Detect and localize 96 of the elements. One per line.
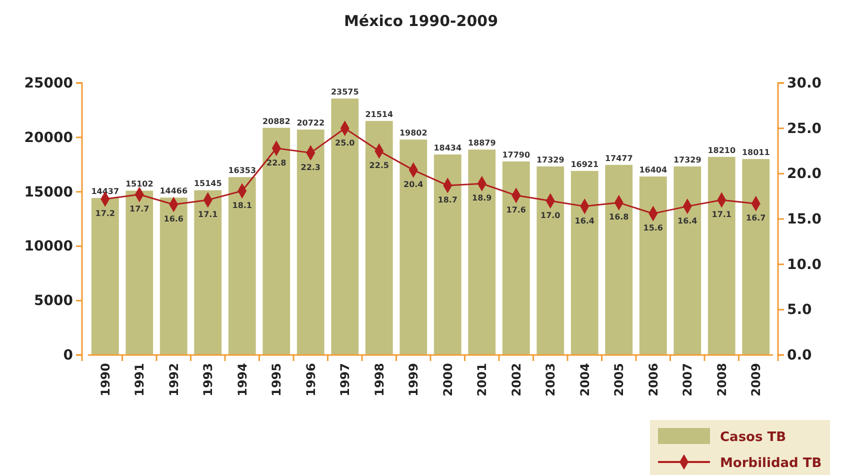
- x-tick-label: 1990: [98, 363, 112, 396]
- y2-tick-label: 0.0: [787, 347, 812, 364]
- data-label: 20722: [296, 118, 325, 128]
- y-tick-label: 20000: [24, 130, 74, 146]
- x-tick-label: 1991: [132, 363, 147, 396]
- data-label: 23575: [330, 88, 360, 97]
- legend-label: Casos TB: [720, 430, 786, 445]
- bar: [91, 198, 119, 355]
- x-tick-label: 2007: [680, 363, 695, 396]
- y2-tick-label: 5.0: [787, 302, 812, 318]
- data-label: 16.6: [164, 214, 184, 224]
- data-label: 17477: [604, 154, 633, 163]
- data-label: 16404: [639, 166, 668, 175]
- data-label: 16.7: [746, 214, 766, 223]
- x-tick-label: 2000: [440, 363, 455, 396]
- x-tick-label: 2008: [714, 363, 729, 396]
- data-label: 20.4: [404, 180, 424, 190]
- x-tick-label: 2001: [475, 363, 490, 396]
- data-label: 17.2: [95, 209, 115, 218]
- y-tick-label: 10000: [24, 238, 74, 255]
- data-label: 16353: [228, 166, 256, 176]
- x-tick-label: 2004: [578, 363, 592, 396]
- data-label: 17329: [536, 155, 565, 164]
- bar: [605, 164, 633, 355]
- y2-tick-label: 25.0: [787, 120, 822, 137]
- legend-label: Morbilidad TB: [720, 456, 822, 471]
- data-label: 18011: [742, 148, 770, 158]
- data-label: 17.1: [198, 210, 218, 219]
- bar: [536, 166, 564, 355]
- bar: [639, 176, 667, 355]
- data-label: 17.6: [506, 205, 526, 214]
- bar: [262, 128, 290, 355]
- y-tick-label: 5000: [34, 293, 74, 310]
- bar: [194, 190, 222, 355]
- x-tick-label: 2009: [749, 363, 764, 396]
- data-label: 17790: [502, 150, 530, 160]
- data-label: 16.4: [574, 216, 595, 226]
- chart-title: México 1990-2009: [344, 12, 498, 30]
- data-label: 15102: [125, 180, 154, 189]
- data-label: 15.6: [643, 224, 664, 233]
- x-tick-label: 1996: [304, 363, 318, 396]
- data-label: 18210: [708, 146, 736, 155]
- bar: [708, 156, 736, 355]
- data-label: 15145: [194, 179, 222, 188]
- data-label: 17.1: [712, 210, 732, 219]
- data-label: 17.0: [540, 210, 561, 220]
- bar: [160, 198, 188, 355]
- bar: [365, 120, 393, 355]
- x-tick-label: 1998: [372, 363, 386, 396]
- bar: [502, 161, 530, 355]
- y2-tick-label: 30.0: [787, 75, 822, 92]
- data-label: 18.1: [232, 200, 252, 210]
- data-label: 21514: [365, 110, 394, 119]
- x-tick-label: 1995: [270, 363, 284, 396]
- data-label: 20882: [262, 116, 290, 126]
- data-label: 17.7: [130, 204, 150, 214]
- bar: [468, 150, 496, 355]
- bar: [400, 140, 428, 355]
- bar: [228, 177, 256, 355]
- data-label: 14466: [160, 186, 188, 196]
- data-label: 18.7: [438, 195, 458, 204]
- x-tick-label: 1997: [338, 363, 352, 396]
- bar: [434, 154, 462, 355]
- data-label: 17329: [673, 155, 702, 164]
- y-tick-label: 0: [63, 347, 74, 364]
- data-label: 19802: [399, 128, 428, 138]
- x-tick-label: 1994: [235, 363, 250, 396]
- y-tick-label: 15000: [24, 184, 74, 200]
- y2-tick-label: 20.0: [787, 166, 822, 182]
- data-label: 16.4: [678, 216, 698, 226]
- data-label: 22.3: [300, 162, 320, 172]
- y2-tick-label: 10.0: [787, 256, 822, 273]
- bar: [296, 130, 324, 355]
- x-tick-label: 2002: [509, 363, 524, 396]
- bar: [742, 159, 770, 355]
- data-label: 16921: [570, 160, 599, 169]
- data-label: 16.8: [609, 212, 630, 222]
- data-label: 25.0: [335, 138, 356, 148]
- data-label: 18.9: [472, 194, 492, 203]
- y2-tick-label: 15.0: [787, 211, 822, 228]
- bar: [126, 190, 154, 355]
- data-label: 22.5: [369, 161, 390, 170]
- data-label: 14437: [91, 186, 120, 196]
- bar: [331, 98, 359, 355]
- x-tick-label: 2005: [612, 363, 626, 396]
- bar: [674, 166, 702, 355]
- bar: [570, 170, 598, 355]
- x-tick-label: 2003: [544, 363, 558, 396]
- data-label: 18879: [468, 138, 496, 148]
- x-tick-label: 1999: [406, 363, 421, 396]
- data-label: 18434: [434, 143, 462, 152]
- y-tick-label: 25000: [24, 75, 74, 92]
- x-tick-label: 1992: [166, 363, 181, 396]
- data-label: 22.8: [266, 158, 287, 168]
- x-tick-label: 2006: [646, 363, 660, 396]
- x-tick-label: 1993: [201, 363, 216, 396]
